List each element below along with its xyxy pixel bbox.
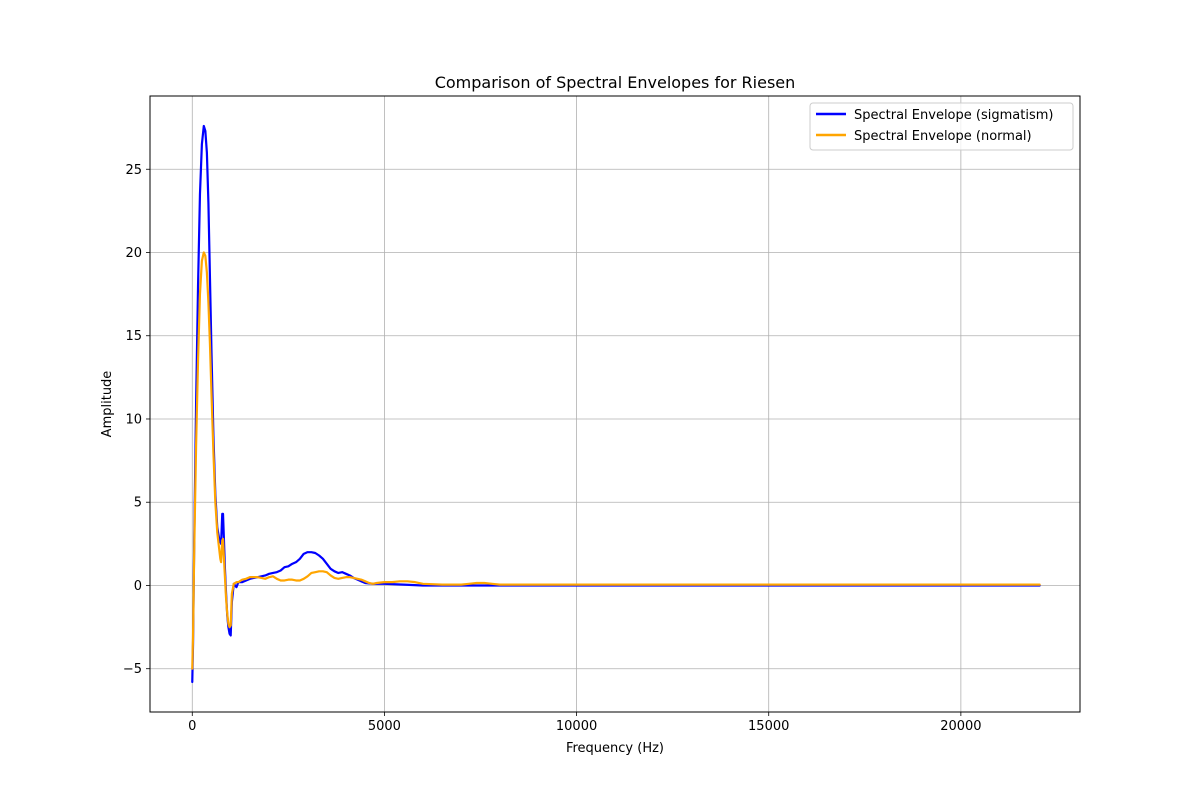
series-line-normal	[191, 251, 1041, 670]
y-tick-label: 15	[125, 329, 142, 344]
y-tick-label: 5	[134, 496, 142, 511]
x-tick-label: 15000	[748, 719, 789, 734]
x-tick-label: 0	[188, 719, 196, 734]
y-tick-label: 25	[125, 163, 142, 178]
chart-title: Comparison of Spectral Envelopes for Rie…	[435, 73, 796, 92]
plot-frame	[149, 95, 1081, 713]
y-axis-ticks: −5 0 5 10 15 20 25	[123, 163, 150, 677]
x-axis-ticks: 0 5000 10000 15000 20000	[188, 712, 982, 734]
legend-label-normal: Spectral Envelope (normal)	[854, 129, 1032, 144]
legend-box	[809, 102, 1074, 151]
legend: Spectral Envelope (sigmatism) Spectral E…	[809, 102, 1074, 151]
series-lines	[191, 124, 1041, 684]
grid-lines	[150, 96, 1080, 712]
y-tick-label: 20	[125, 246, 142, 261]
y-tick-label: 10	[125, 412, 142, 427]
x-tick-label: 20000	[940, 719, 981, 734]
y-tick-label: 0	[134, 579, 142, 594]
x-tick-label: 10000	[556, 719, 597, 734]
x-tick-label: 5000	[368, 719, 401, 734]
legend-label-sigmatism: Spectral Envelope (sigmatism)	[854, 108, 1053, 123]
y-tick-label: −5	[123, 662, 142, 677]
y-axis-label: Amplitude	[100, 371, 115, 438]
x-axis-label: Frequency (Hz)	[566, 741, 664, 756]
plot-area	[150, 96, 1080, 712]
